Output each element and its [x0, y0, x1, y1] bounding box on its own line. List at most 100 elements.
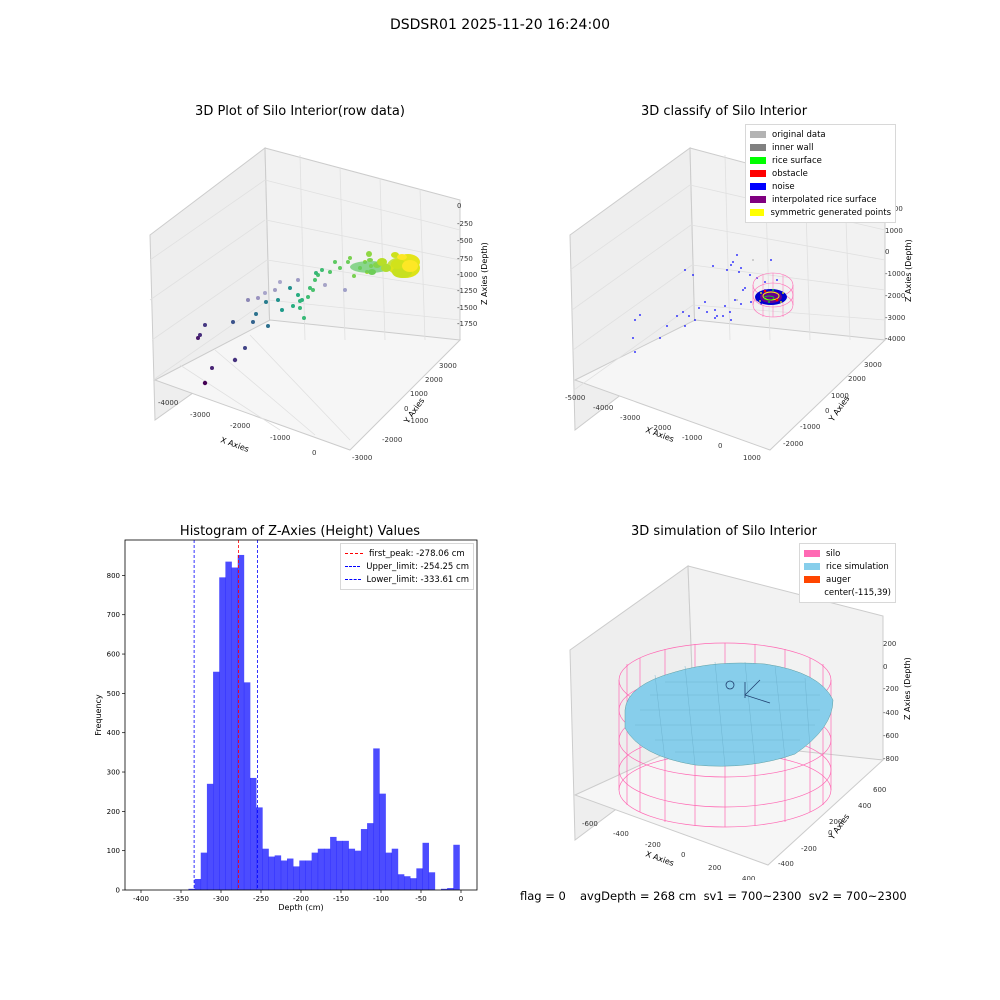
histogram-bar [188, 888, 195, 890]
svg-text:-3000: -3000 [620, 414, 640, 422]
legend-item-noise: noise [750, 180, 891, 193]
simulation-zlabel: Z Axies (Depth) [903, 657, 912, 720]
svg-text:0: 0 [312, 449, 316, 457]
svg-text:-600: -600 [883, 732, 899, 740]
x-tick-label: -250 [253, 895, 269, 903]
svg-text:2000: 2000 [425, 376, 443, 384]
histogram-bar [441, 888, 448, 890]
x-tick-label: -50 [415, 895, 426, 903]
svg-text:-1000: -1000 [800, 423, 820, 431]
histogram-bar [250, 777, 257, 890]
svg-text:0: 0 [883, 663, 887, 671]
svg-text:3000: 3000 [864, 361, 882, 369]
histogram-bar [323, 848, 331, 890]
svg-text:-3000: -3000 [190, 411, 210, 419]
histogram-bar [416, 868, 423, 890]
histogram-bar [360, 829, 368, 890]
svg-text:0: 0 [404, 405, 408, 413]
histogram-bar [293, 866, 300, 890]
figure-title: DSDSR01 2025-11-20 16:24:00 [389, 17, 610, 33]
raw-plot-title: 3D Plot of Silo Interior(row data) [195, 104, 405, 119]
svg-text:-2000: -2000 [230, 422, 250, 430]
histogram-bar [410, 878, 417, 890]
legend-item-upper-limit: Upper_limit: -254.25 cm [345, 560, 469, 573]
svg-text:-1000: -1000 [682, 434, 702, 442]
histogram-bar [274, 855, 282, 890]
histogram-bar [391, 848, 399, 890]
svg-text:-1000: -1000 [408, 417, 428, 425]
y-tick-label: 800 [107, 572, 120, 580]
raw-xticks: -4000 -3000 -2000 -1000 0 [158, 399, 316, 457]
legend-item-first-peak: first_peak: -278.06 cm [345, 547, 469, 560]
histogram-bar [225, 561, 232, 890]
histogram-yticks: 0 100 200 300 400 500 600 700 800 [107, 572, 125, 895]
legend-swatch [804, 576, 820, 583]
histogram-legend: first_peak: -278.06 cm Upper_limit: -254… [340, 543, 474, 590]
x-tick-label: -100 [373, 895, 389, 903]
svg-text:-3000: -3000 [885, 314, 905, 322]
x-tick-label: 0 [459, 895, 463, 903]
svg-text:-2000: -2000 [783, 440, 803, 448]
classify-legend: original data inner wall rice surface ob… [745, 124, 896, 223]
histogram-bar [422, 842, 429, 890]
y-tick-label: 700 [107, 611, 120, 619]
histogram-bar [404, 876, 411, 890]
histogram-bar [428, 872, 436, 890]
raw-zticks: 0 -250 -500 -750 -1000 -1250 -1500 -1750 [457, 202, 477, 328]
histogram-bar [330, 836, 337, 890]
svg-text:-4000: -4000 [593, 404, 613, 412]
histogram-bar [237, 554, 245, 890]
svg-text:-250: -250 [457, 220, 473, 228]
svg-text:-1000: -1000 [885, 270, 905, 278]
legend-swatch [750, 196, 766, 203]
histogram-bar [373, 748, 380, 890]
legend-swatch [804, 563, 820, 570]
histogram-bar [311, 852, 319, 890]
histogram-bar [305, 860, 312, 890]
histogram-bar [262, 848, 269, 890]
svg-text:-1250: -1250 [457, 287, 477, 295]
legend-item-rice-surface: rice surface [750, 154, 891, 167]
legend-swatch [750, 170, 766, 177]
histogram-xticks: -400 -350 -300 -250 -200 -150 -100 -50 0 [133, 890, 463, 903]
legend-swatch [750, 209, 765, 216]
svg-text:-4000: -4000 [158, 399, 178, 407]
classify-zlabel: Z Axies (Depth) [904, 239, 913, 302]
histogram-bar [348, 848, 356, 890]
svg-text:-5000: -5000 [565, 394, 585, 402]
svg-text:-400: -400 [613, 830, 629, 838]
rice-simulation-surface [624, 661, 834, 767]
y-tick-label: 300 [107, 769, 120, 777]
svg-text:1000: 1000 [831, 392, 849, 400]
histogram-bar [219, 577, 226, 890]
svg-text:-400: -400 [883, 709, 899, 717]
y-tick-label: 200 [107, 808, 120, 816]
legend-swatch-empty [804, 589, 818, 596]
svg-text:-200: -200 [801, 845, 817, 853]
svg-text:0: 0 [885, 248, 889, 256]
svg-text:-1000: -1000 [457, 271, 477, 279]
legend-swatch [750, 131, 766, 138]
simulation-xticks: -600 -400 -200 0 200 400 [582, 820, 755, 880]
classify-floor-pane [573, 319, 887, 451]
svg-text:200: 200 [883, 640, 896, 648]
simulation-plot-title: 3D simulation of Silo Interior [631, 524, 817, 539]
legend-item-original-data: original data [750, 128, 891, 141]
svg-text:-1500: -1500 [457, 304, 477, 312]
histogram-bar [336, 840, 343, 890]
x-tick-label: -300 [213, 895, 229, 903]
svg-text:0: 0 [681, 851, 685, 859]
legend-line-blue [345, 566, 361, 567]
legend-item-rice-simulation: rice simulation [804, 560, 891, 573]
histogram-title: Histogram of Z-Axies (Height) Values [179, 524, 421, 539]
histogram-xlabel: Depth (cm) [278, 903, 323, 912]
svg-text:-500: -500 [457, 237, 473, 245]
raw-floor-pane [153, 319, 462, 451]
raw-zlabel: Z Axies (Depth) [480, 242, 489, 305]
svg-text:200: 200 [829, 818, 842, 826]
histogram-bars [188, 554, 460, 890]
svg-text:-200: -200 [883, 685, 899, 693]
raw-3d-plot: -4000 -3000 -2000 -1000 0 X Axies -3000 … [149, 147, 489, 462]
auger [725, 679, 771, 704]
y-tick-label: 400 [107, 729, 120, 737]
